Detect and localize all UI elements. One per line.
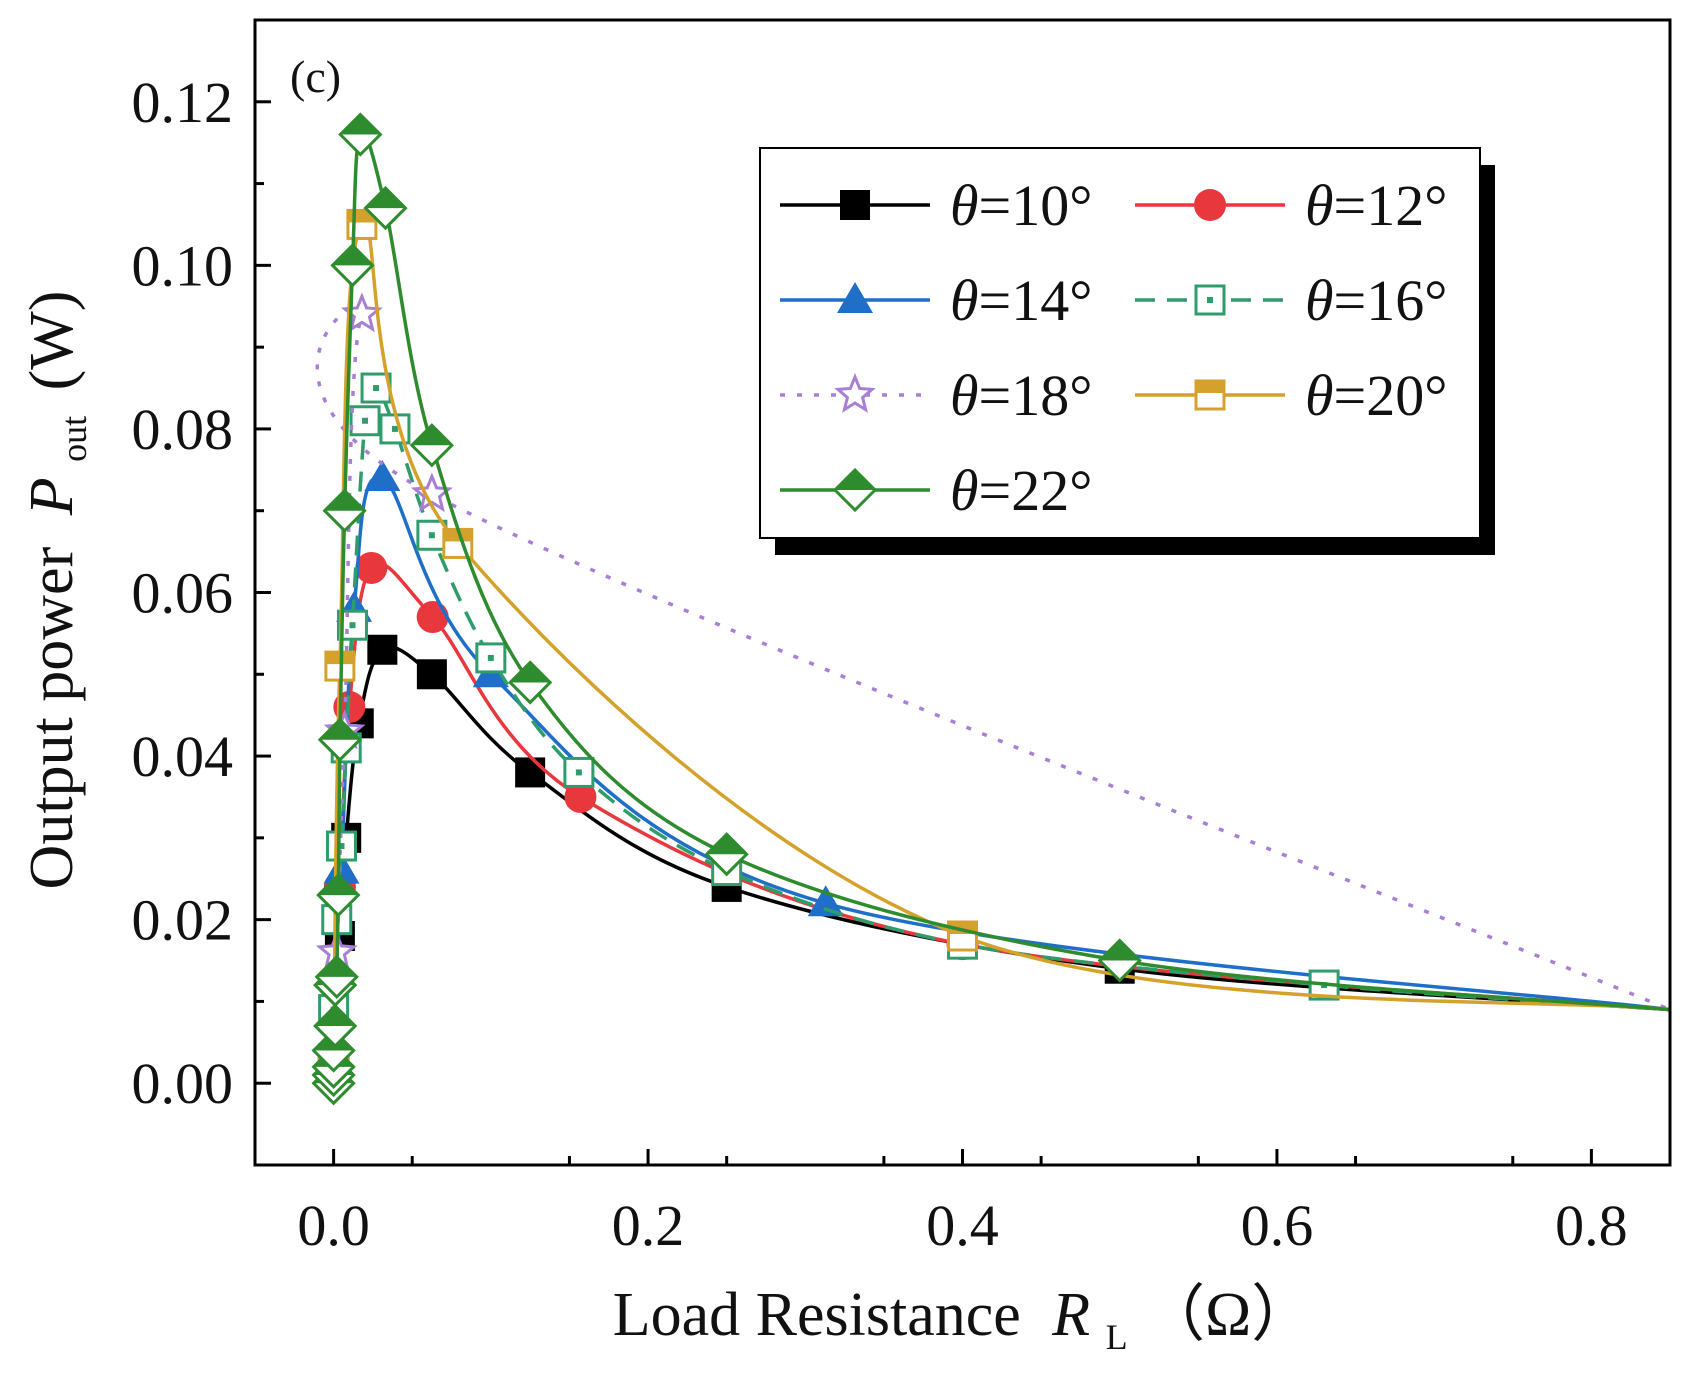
legend-marker (1194, 284, 1226, 316)
y-axis-title-subscript: out (54, 416, 94, 462)
legend-label: θ=22° (950, 458, 1092, 523)
legend-item-1: θ=12° (1135, 173, 1447, 238)
legend-label: θ=14° (950, 268, 1092, 333)
legend-item-4: θ=18° (780, 363, 1092, 428)
data-point (314, 954, 359, 1000)
legend-items: θ=10° θ=12°θ=14° θ=16°θ=18° θ=20°θ=22° (780, 173, 1447, 523)
legend-label-value: =18° (979, 363, 1093, 428)
x-tick-label: 0.8 (1555, 1193, 1628, 1258)
y-tick-label: 0.10 (132, 233, 234, 298)
legend-label-value: =10° (979, 173, 1093, 238)
legend-label: θ=18° (950, 363, 1092, 428)
data-point (367, 634, 398, 665)
panel-label: (c) (290, 51, 341, 102)
legend-label-symbol: θ (950, 363, 979, 428)
plot-frame (253, 18, 1672, 1167)
data-point (322, 488, 367, 533)
x-axis-title-unit: （Ω） (1143, 1281, 1313, 1349)
x-axis-title-symbol: R (1051, 1281, 1090, 1349)
y-tick-label: 0.02 (132, 888, 234, 953)
data-point (416, 601, 449, 634)
series-line (315, 304, 1670, 1059)
x-tick-label: 0.0 (297, 1193, 370, 1258)
data-point (564, 780, 597, 813)
y-tick-labels: 0.00 0.02 0.04 0.06 0.08 0.10 0.12 (132, 70, 234, 1116)
data-point (330, 243, 375, 288)
legend-label-symbol: θ (1305, 363, 1334, 428)
x-tick-labels: 0.0 0.2 0.4 0.6 0.8 (297, 1193, 1627, 1258)
data-point (313, 1003, 358, 1049)
data-point (563, 756, 595, 788)
legend-label-value: =20° (1334, 363, 1448, 428)
series-6 (311, 112, 1670, 1106)
data-point (475, 642, 507, 674)
legend-item-6: θ=22° (780, 458, 1092, 523)
legend-item-2: θ=14° (780, 268, 1092, 333)
legend: θ=10° θ=12°θ=14° θ=16°θ=18° θ=20°θ=22° (759, 147, 1495, 555)
legend-marker (840, 190, 870, 220)
legend-label-symbol: θ (1305, 268, 1334, 333)
data-point (379, 413, 411, 445)
legend-item-5: θ=20° (1135, 363, 1447, 428)
y-axis-title-text: Output power (18, 546, 86, 889)
y-axis-title-symbol: P (18, 477, 86, 516)
data-point (807, 885, 844, 917)
x-tick-label: 0.6 (1241, 1193, 1314, 1258)
data-point (515, 757, 546, 788)
data-point (316, 872, 361, 918)
legend-label-symbol: θ (1305, 173, 1334, 238)
legend-label-value: =14° (979, 268, 1093, 333)
y-tick-label: 0.08 (132, 397, 234, 462)
legend-label: θ=12° (1305, 173, 1447, 238)
legend-label-value: =22° (979, 458, 1093, 523)
series-layer (311, 112, 1670, 1106)
data-point (355, 551, 388, 584)
x-axis-title-text: Load Resistance (613, 1281, 1021, 1349)
legend-item-3: θ=16° (1135, 268, 1447, 333)
data-point (364, 460, 401, 491)
x-tick-label: 0.4 (926, 1193, 999, 1258)
y-tick-label: 0.06 (132, 561, 234, 626)
legend-label-symbol: θ (950, 268, 979, 333)
data-point (363, 185, 408, 231)
legend-label-value: =16° (1334, 268, 1448, 333)
x-axis-title-subscript: L (1106, 1317, 1128, 1357)
legend-label: θ=16° (1305, 268, 1447, 333)
data-point (508, 660, 553, 705)
legend-label: θ=10° (950, 173, 1092, 238)
x-axis-title: Load Resistance R L （Ω） (613, 1281, 1313, 1363)
legend-marker (837, 282, 873, 313)
legend-marker (834, 373, 876, 413)
x-tick-label: 0.2 (612, 1193, 685, 1258)
y-tick-label: 0.04 (132, 724, 234, 789)
legend-item-0: θ=10° (780, 173, 1092, 238)
data-point (416, 519, 448, 551)
data-point (317, 717, 363, 762)
legend-label-value: =12° (1334, 173, 1448, 238)
data-point (338, 112, 383, 157)
data-point (704, 832, 749, 877)
data-point (349, 405, 381, 437)
legend-label-symbol: θ (950, 173, 979, 238)
legend-box (759, 147, 1481, 539)
legend-label-symbol: θ (950, 458, 979, 523)
data-point (360, 372, 392, 404)
legend-marker (1194, 379, 1226, 411)
legend-label: θ=20° (1305, 363, 1447, 428)
y-tick-label: 0.00 (132, 1051, 234, 1116)
data-point (416, 659, 447, 690)
y-tick-label: 0.12 (132, 70, 234, 135)
legend-marker (1194, 189, 1226, 221)
data-point (1097, 938, 1142, 983)
y-axis-title-unit: (W) (18, 291, 86, 391)
y-axis-title: Output power P out (W) (18, 291, 100, 890)
data-point (409, 423, 454, 468)
legend-marker (832, 467, 878, 513)
